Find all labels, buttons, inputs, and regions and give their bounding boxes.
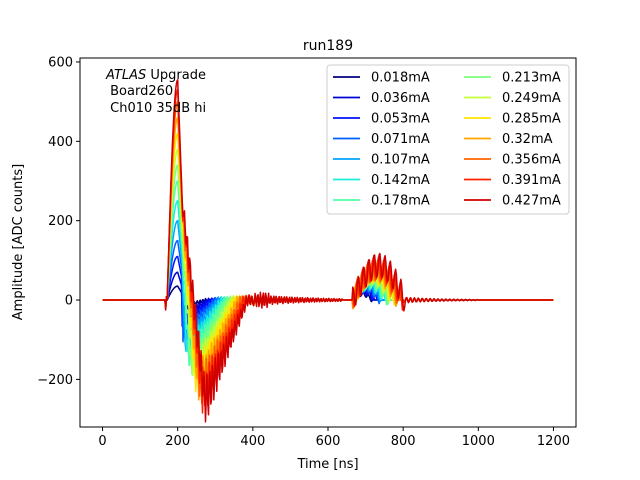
y-tick-label: 200 — [48, 214, 73, 229]
y-tick-label: 0 — [65, 294, 73, 309]
legend-label: 0.053mA — [371, 112, 430, 127]
legend-label: 0.018mA — [371, 71, 430, 86]
x-tick-label: 1200 — [537, 434, 570, 449]
annotation-line-2: Board260 — [106, 84, 173, 99]
x-tick-label: 0 — [98, 434, 106, 449]
y-axis-label: Amplitude [ADC counts] — [11, 164, 26, 320]
annotation-atlas: ATLAS — [105, 68, 146, 83]
x-tick-label: 400 — [240, 434, 265, 449]
legend-label: 0.107mA — [371, 153, 430, 168]
atlas-annotation: ATLAS Upgrade Board260 Ch010 35dB hi — [105, 68, 206, 116]
series-line — [102, 79, 554, 423]
legend-label: 0.178mA — [371, 194, 430, 209]
legend-label: 0.071mA — [371, 132, 430, 147]
chart-title: run189 — [303, 38, 353, 54]
x-tick-label: 1000 — [462, 434, 495, 449]
legend-label: 0.249mA — [502, 91, 561, 106]
legend-label: 0.32mA — [502, 132, 553, 147]
x-tick-label: 800 — [391, 434, 416, 449]
annotation-line-1: ATLAS Upgrade — [105, 68, 206, 83]
annotation-upgrade: Upgrade — [146, 68, 206, 83]
legend-label: 0.356mA — [502, 153, 561, 168]
y-tick-label: −200 — [37, 373, 73, 388]
x-tick-label: 200 — [165, 434, 190, 449]
y-tick-label: 400 — [48, 135, 73, 150]
y-axis: −200 0 200 400 600 — [37, 55, 80, 388]
x-tick-label: 600 — [316, 434, 341, 449]
series-layer — [102, 79, 554, 423]
legend-label: 0.285mA — [502, 112, 561, 127]
legend-label: 0.427mA — [502, 194, 561, 209]
annotation-line-3: Ch010 35dB hi — [106, 101, 206, 116]
legend-label: 0.213mA — [502, 71, 561, 86]
x-axis: 0 200 400 600 800 1000 1200 — [98, 427, 570, 449]
y-tick-label: 600 — [48, 55, 73, 70]
legend-label: 0.142mA — [371, 173, 430, 188]
legend-label: 0.391mA — [502, 173, 561, 188]
legend-box — [326, 64, 570, 215]
legend-label: 0.036mA — [371, 91, 430, 106]
x-axis-label: Time [ns] — [296, 457, 358, 472]
legend: 0.018mA 0.036mA 0.053mA 0.071mA 0.107mA 0.142… — [326, 64, 570, 215]
